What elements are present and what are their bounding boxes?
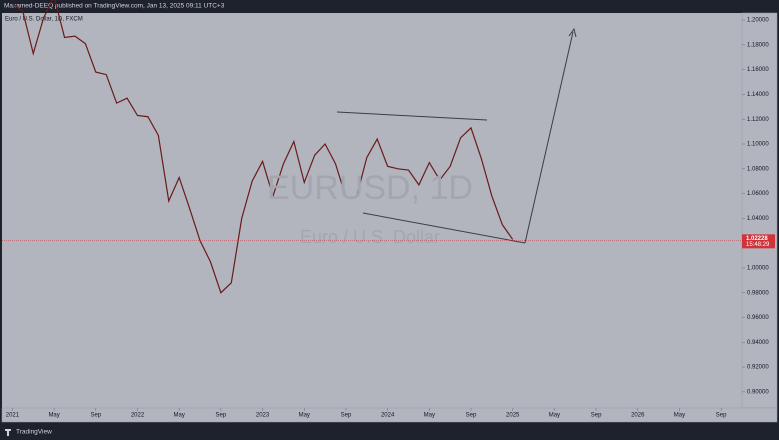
- price-line: [12, 0, 514, 294]
- y-tick-label: 1.20000: [747, 18, 769, 24]
- x-tick-label: 2023: [256, 413, 270, 419]
- x-tick-label: 2024: [381, 413, 395, 419]
- x-tick-label: 2025: [506, 413, 520, 419]
- x-tick-label: Sep: [716, 413, 727, 419]
- watermark-sub: Euro / U.S. Dollar: [300, 227, 440, 247]
- header: Maxamed-DEEQ published on TradingView.co…: [4, 3, 225, 10]
- symbol-line: Euro / U.S. Dollar, 1D, FXCM: [5, 17, 83, 23]
- y-tick-label: 0.98000: [747, 290, 769, 296]
- x-tick-label: May: [299, 413, 310, 419]
- y-tick-label: 0.96000: [747, 315, 769, 321]
- footer: TradingView: [16, 429, 52, 436]
- last-price-label: 1.02228: [746, 236, 768, 242]
- x-tick-label: Sep: [216, 413, 227, 419]
- x-tick-label: 2026: [631, 413, 645, 419]
- y-tick-label: 1.10000: [747, 142, 769, 148]
- x-tick-label: Sep: [90, 413, 101, 419]
- countdown-label: 15:48:29: [746, 242, 770, 248]
- x-tick-label: May: [549, 413, 560, 419]
- footer-bar: [0, 424, 779, 440]
- x-tick-label: May: [174, 413, 185, 419]
- y-tick-label: 0.92000: [747, 365, 769, 371]
- x-tick-label: Sep: [466, 413, 477, 419]
- y-tick-label: 1.04000: [747, 216, 769, 222]
- x-tick-label: 2021: [6, 413, 20, 419]
- x-tick-label: May: [674, 413, 685, 419]
- arrow-line: [524, 31, 574, 244]
- y-tick-label: 1.06000: [747, 191, 769, 197]
- y-tick-label: 1.00000: [747, 266, 769, 272]
- arrow-head: [568, 27, 577, 38]
- wedge-upper: [336, 111, 488, 121]
- wedge-lower: [362, 212, 526, 244]
- y-tick-label: 1.12000: [747, 117, 769, 123]
- y-tick-label: 1.14000: [747, 92, 769, 98]
- plot-area: [2, 13, 742, 408]
- y-tick-label: 1.16000: [747, 67, 769, 73]
- y-tick-label: 0.94000: [747, 340, 769, 346]
- x-tick-label: May: [48, 413, 59, 419]
- time-axis: [1, 407, 778, 423]
- x-tick-label: Sep: [341, 413, 352, 419]
- y-tick-label: 1.18000: [747, 42, 769, 48]
- y-tick-label: 0.90000: [747, 389, 769, 395]
- x-tick-label: 2022: [131, 413, 145, 419]
- last-price-tag: [742, 234, 775, 249]
- watermark: EURUSD, 1D: [267, 169, 473, 207]
- price-axis: [741, 12, 778, 409]
- x-tick-label: May: [424, 413, 435, 419]
- y-tick-label: 1.08000: [747, 166, 769, 172]
- logo: [5, 429, 11, 436]
- x-tick-label: Sep: [591, 413, 602, 419]
